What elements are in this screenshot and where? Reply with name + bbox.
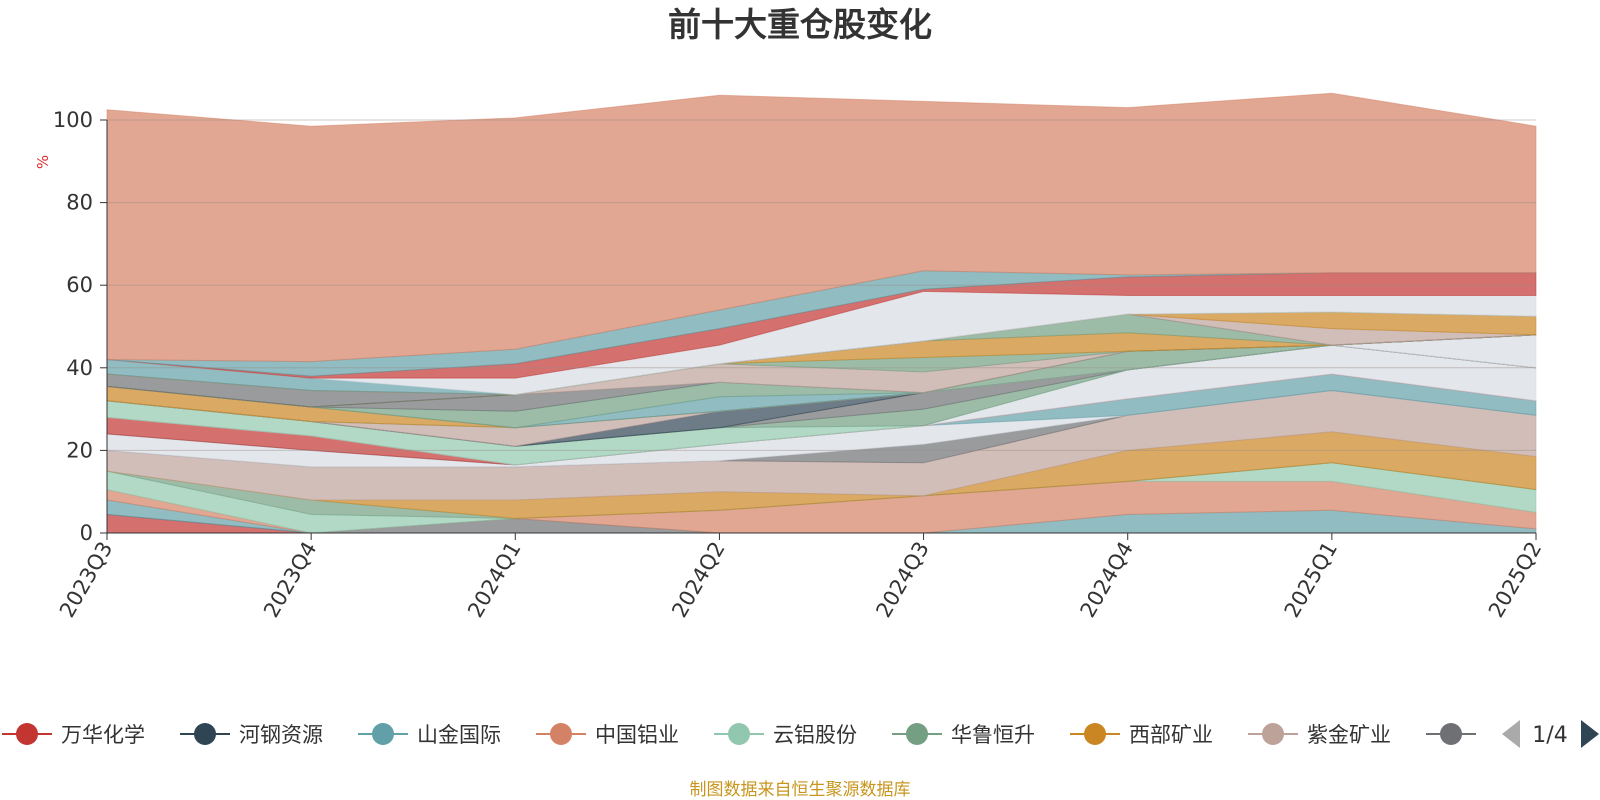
legend-item[interactable]: 华鲁恒升 xyxy=(892,723,1035,747)
legend-label: 华鲁恒升 xyxy=(951,723,1035,747)
legend-marker-icon xyxy=(1084,723,1106,745)
y-tick-label: 0 xyxy=(80,521,93,545)
x-tick-label: 2024Q2 xyxy=(667,538,729,622)
legend: 万华化学 河钢资源 山金国际 中国铝业 云铝股份 华鲁恒升 西部矿业 紫金矿业 株 xyxy=(2,723,1506,747)
y-tick-label: 20 xyxy=(66,438,93,462)
x-tick-label: 2025Q2 xyxy=(1484,538,1546,622)
legend-label: 河钢资源 xyxy=(239,723,323,747)
legend-label: 株 xyxy=(1485,723,1506,747)
legend-label: 中国铝业 xyxy=(595,723,679,747)
legend-pager: 1/4 xyxy=(1502,720,1599,748)
legend-marker-icon xyxy=(16,723,38,745)
legend-label: 西部矿业 xyxy=(1129,723,1213,747)
legend-item[interactable]: 中国铝业 xyxy=(536,723,679,747)
source-note: 制图数据来自恒生聚源数据库 xyxy=(690,780,911,800)
legend-item[interactable]: 山金国际 xyxy=(358,723,501,747)
legend-marker-icon xyxy=(906,723,928,745)
legend-label: 山金国际 xyxy=(417,723,501,747)
y-axis-unit: % xyxy=(34,155,52,169)
y-axis-ticks: 0 20 40 60 80 100 xyxy=(53,108,107,545)
legend-page-indicator: 1/4 xyxy=(1532,723,1567,748)
legend-marker-icon xyxy=(1262,723,1284,745)
x-tick-label: 2024Q3 xyxy=(871,538,933,622)
legend-item[interactable]: 紫金矿业 xyxy=(1248,723,1391,747)
y-tick-label: 40 xyxy=(66,356,93,380)
legend-item[interactable]: 株 xyxy=(1426,723,1506,747)
legend-item[interactable]: 河钢资源 xyxy=(180,723,323,747)
legend-item[interactable]: 西部矿业 xyxy=(1070,723,1213,747)
x-axis-ticks: 2023Q3 2023Q4 2024Q1 2024Q2 2024Q3 2024Q4 2025… xyxy=(55,533,1546,622)
legend-marker-icon xyxy=(372,723,394,745)
y-tick-label: 100 xyxy=(53,108,93,132)
chart-title: 前十大重仓股变化 xyxy=(668,5,932,44)
axes xyxy=(106,120,1536,534)
legend-label: 紫金矿业 xyxy=(1307,723,1391,747)
x-tick-label: 2023Q4 xyxy=(259,538,321,622)
gridlines xyxy=(107,119,1536,451)
legend-next-icon[interactable] xyxy=(1581,720,1599,748)
legend-marker-icon xyxy=(550,723,572,745)
legend-marker-icon xyxy=(728,723,750,745)
area-band-35 xyxy=(106,92,1537,363)
x-tick-label: 2025Q1 xyxy=(1280,538,1342,622)
x-tick-label: 2023Q3 xyxy=(55,538,117,622)
legend-marker-icon xyxy=(194,723,216,745)
legend-label: 万华化学 xyxy=(61,723,145,747)
legend-item[interactable]: 云铝股份 xyxy=(714,723,857,747)
legend-prev-icon[interactable] xyxy=(1502,720,1520,748)
area-series xyxy=(106,92,1537,534)
y-tick-label: 80 xyxy=(66,191,93,215)
legend-marker-icon xyxy=(1440,723,1462,745)
legend-item[interactable]: 万华化学 xyxy=(2,723,145,747)
legend-label: 云铝股份 xyxy=(773,723,857,747)
legend-items: 万华化学 河钢资源 山金国际 中国铝业 云铝股份 华鲁恒升 西部矿业 紫金矿业 株 xyxy=(2,723,1506,747)
x-tick-label: 2024Q4 xyxy=(1076,538,1138,622)
x-tick-label: 2024Q1 xyxy=(463,538,525,622)
y-tick-label: 60 xyxy=(66,273,93,297)
